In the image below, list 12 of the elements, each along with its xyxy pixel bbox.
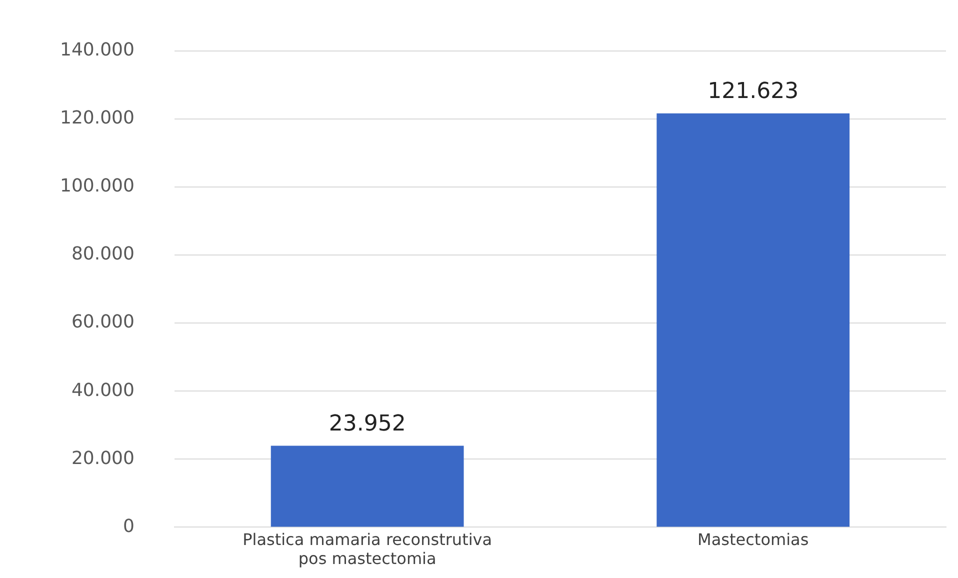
y-tick-label: 80.000 [71,244,134,265]
y-tick-label: 60.000 [71,312,134,333]
y-tick-label: 140.000 [60,39,134,60]
data-label: 121.623 [708,79,799,104]
x-tick-label: Mastectomias [698,530,809,549]
x-tick-label: Plastica mamaria reconstrutiva pos mastectomia [242,530,492,568]
data-label: 23.952 [328,411,406,436]
y-tick-label: 100.000 [60,176,134,197]
y-tick-label: 0 [122,516,134,537]
y-tick-label: 120.000 [60,108,134,129]
y-tick-label: 40.000 [71,380,134,401]
y-tick-label: 20.000 [71,448,134,469]
